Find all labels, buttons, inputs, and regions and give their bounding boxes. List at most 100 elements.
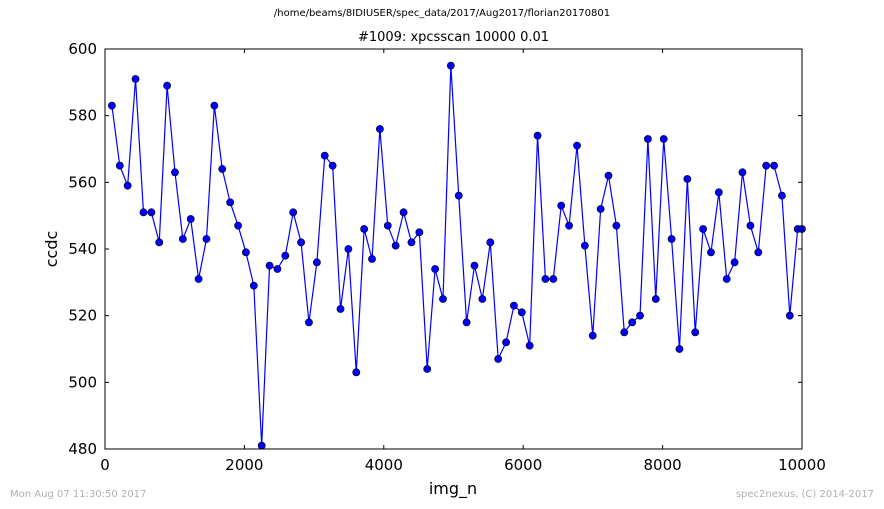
data-point <box>171 168 179 177</box>
y-tick-label: 520 <box>68 307 97 325</box>
data-point <box>762 161 771 170</box>
y-tick-label: 540 <box>68 240 97 258</box>
data-point <box>549 275 558 283</box>
data-point <box>194 275 203 283</box>
data-point <box>730 258 739 267</box>
data-point <box>510 301 518 310</box>
y-tick-label: 580 <box>68 107 97 125</box>
data-point <box>131 75 140 83</box>
data-point <box>738 168 747 177</box>
data-point <box>305 318 313 327</box>
y-tick-label: 500 <box>68 373 97 391</box>
data-point <box>383 221 392 230</box>
y-axis-label: ccdc <box>42 231 61 268</box>
data-point <box>541 275 550 283</box>
data-point <box>620 328 629 337</box>
data-point <box>565 221 573 230</box>
data-point <box>297 238 305 247</box>
data-point <box>375 125 384 133</box>
data-point <box>714 188 723 197</box>
data-point <box>612 221 621 230</box>
data-point <box>139 208 148 217</box>
x-tick-label: 2000 <box>225 456 263 474</box>
figure-suptitle: /home/beams/8IDIUSER/spec_data/2017/Aug2… <box>273 8 611 19</box>
data-point <box>525 341 534 350</box>
x-tick-label: 4000 <box>365 456 403 474</box>
data-point <box>446 61 455 70</box>
data-point <box>502 338 510 347</box>
data-point <box>399 208 408 217</box>
data-point <box>754 248 763 257</box>
data-point <box>281 251 290 260</box>
y-tick-label: 480 <box>68 440 97 458</box>
data-point <box>439 295 447 303</box>
data-point <box>218 165 227 173</box>
data-point <box>778 191 786 200</box>
data-point <box>770 161 778 170</box>
data-point <box>210 101 219 110</box>
timestamp-footer: Mon Aug 07 11:30:50 2017 <box>10 489 147 500</box>
data-point <box>312 258 321 267</box>
data-point <box>407 238 416 247</box>
data-point <box>415 228 424 237</box>
data-point <box>344 245 353 253</box>
data-point <box>494 355 503 363</box>
data-point <box>667 235 676 243</box>
data-point <box>242 248 250 257</box>
data-point <box>675 345 684 353</box>
data-point <box>785 311 794 320</box>
data-point <box>147 208 156 217</box>
x-tick-label: 10000 <box>778 456 826 474</box>
data-point <box>328 161 337 170</box>
data-point <box>391 241 400 250</box>
data-point <box>478 295 487 303</box>
data-point <box>746 221 755 230</box>
data-point <box>699 225 707 233</box>
data-point <box>659 135 668 143</box>
data-point <box>257 441 266 450</box>
data-point <box>651 295 660 303</box>
data-point <box>691 328 700 337</box>
chart-title: #1009: xpcsscan 10000 0.01 <box>357 30 550 45</box>
data-point <box>423 365 432 373</box>
data-point <box>155 238 164 247</box>
data-point <box>722 275 731 283</box>
data-point <box>368 255 376 263</box>
data-point <box>178 235 187 243</box>
data-point <box>573 141 581 150</box>
data-point <box>273 265 282 273</box>
data-point <box>123 181 132 190</box>
data-point <box>604 171 613 180</box>
data-point <box>470 261 479 270</box>
data-point <box>202 235 211 243</box>
credit-footer: spec2nexus, (C) 2014-2017 <box>735 489 874 500</box>
data-point <box>226 198 235 207</box>
y-tick-label: 560 <box>68 173 97 191</box>
data-point <box>557 201 566 210</box>
data-point <box>163 81 171 90</box>
data-point <box>454 191 463 200</box>
data-point <box>431 265 439 273</box>
x-tick-label: 6000 <box>504 456 542 474</box>
data-point <box>108 101 116 110</box>
data-point <box>486 238 495 247</box>
series-line <box>111 65 802 446</box>
data-point <box>115 161 124 170</box>
x-tick-label: 0 <box>100 456 110 474</box>
x-tick-label: 8000 <box>644 456 682 474</box>
data-point <box>320 151 329 160</box>
data-point <box>360 225 369 233</box>
data-point <box>588 331 597 340</box>
data-point <box>462 318 471 327</box>
data-point <box>596 205 605 213</box>
data-point <box>643 135 652 143</box>
data-point <box>580 241 589 250</box>
data-point <box>186 215 195 223</box>
data-point <box>636 311 644 320</box>
data-point <box>517 308 526 317</box>
data-point <box>707 248 715 257</box>
data-point <box>533 131 542 140</box>
data-point <box>683 175 692 183</box>
data-point <box>352 368 361 377</box>
